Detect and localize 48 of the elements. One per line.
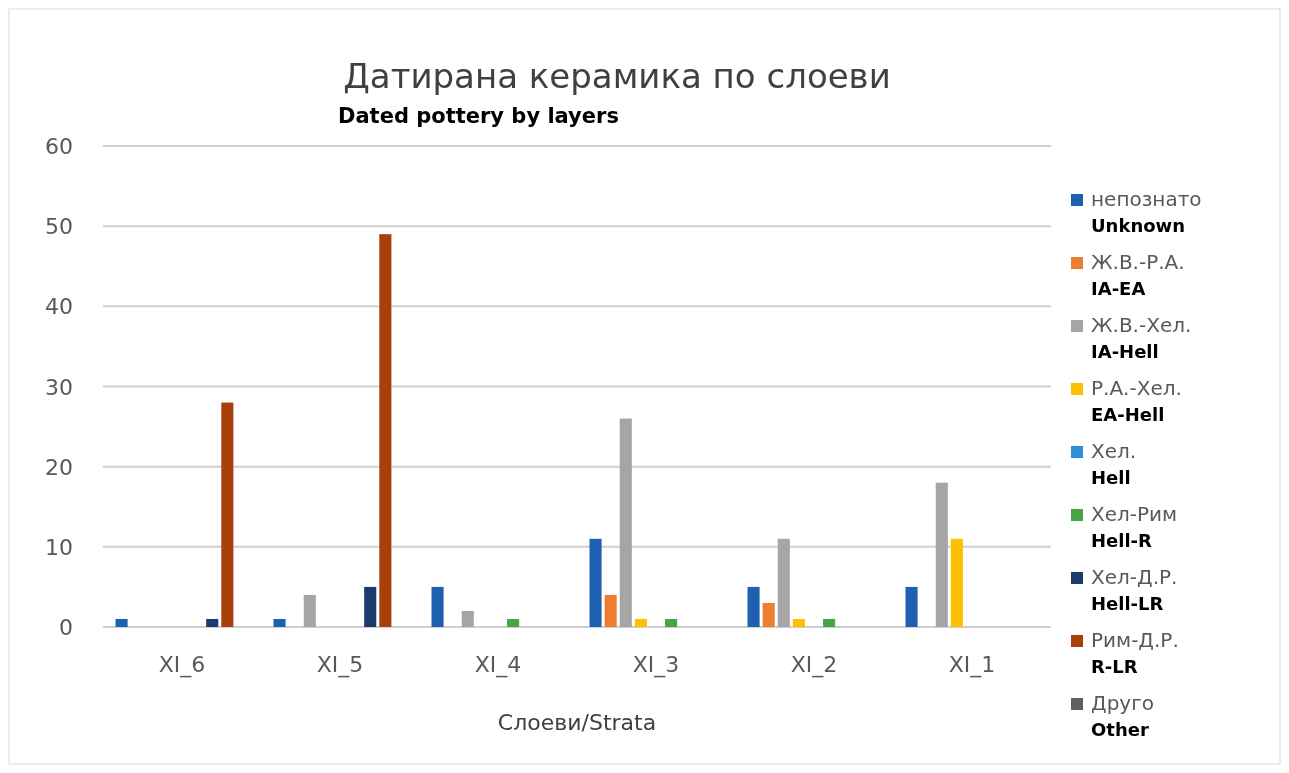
bar bbox=[206, 618, 219, 627]
x-tick-label: XI_6 bbox=[158, 652, 206, 678]
bar bbox=[792, 618, 805, 627]
bar bbox=[221, 402, 234, 627]
x-tick-label: XI_5 bbox=[316, 652, 364, 678]
legend-label: Ж.В.-Хел. IA-Hell bbox=[1091, 313, 1192, 362]
bar bbox=[619, 418, 632, 627]
bar bbox=[507, 618, 520, 627]
legend-label: Ж.В.-Р.А. IA-EA bbox=[1091, 250, 1185, 299]
y-tick-label: 20 bbox=[45, 454, 73, 480]
x-tick-label: XI_1 bbox=[948, 652, 996, 678]
y-tick-label: 30 bbox=[45, 374, 73, 400]
bar bbox=[665, 618, 678, 627]
chart-title: Датирана керамика по слоеви bbox=[343, 56, 891, 96]
x-tick-label: XI_3 bbox=[632, 652, 680, 678]
y-tick-label: 50 bbox=[45, 214, 73, 240]
bar bbox=[762, 602, 775, 627]
legend-label: Хел. Hell bbox=[1091, 439, 1137, 488]
x-tick-label: XI_4 bbox=[474, 652, 522, 678]
y-tick-label: 40 bbox=[45, 294, 73, 320]
bar bbox=[431, 586, 444, 627]
legend-label: Друго Other bbox=[1091, 691, 1154, 740]
x-axis-title: Слоеви/Strata bbox=[497, 710, 657, 735]
bar bbox=[823, 618, 836, 627]
bar bbox=[273, 618, 286, 627]
y-tick-label: 10 bbox=[45, 534, 73, 560]
bar bbox=[379, 234, 392, 627]
legend-label: Хел-Рим Hell-R bbox=[1091, 502, 1178, 551]
legend-label: Хел-Д.Р. Hell-LR bbox=[1091, 565, 1178, 614]
x-tick-label: XI_2 bbox=[790, 652, 838, 678]
bar bbox=[115, 618, 128, 627]
bar bbox=[950, 538, 963, 627]
bar bbox=[747, 586, 760, 627]
chart-subtitle: Dated pottery by layers bbox=[338, 104, 619, 128]
bar bbox=[364, 586, 377, 627]
legend-label: непознато Unknown bbox=[1091, 187, 1202, 236]
legend-label: Р.А.-Хел. EA-Hell bbox=[1091, 376, 1182, 425]
bar bbox=[589, 538, 602, 627]
bar bbox=[604, 594, 617, 627]
bar bbox=[777, 538, 790, 627]
bar bbox=[461, 610, 474, 627]
bar bbox=[634, 618, 647, 627]
bar bbox=[935, 482, 948, 627]
legend-label: Рим-Д.Р. R-LR bbox=[1091, 628, 1179, 677]
y-tick-label: 60 bbox=[45, 134, 73, 159]
bar bbox=[905, 586, 918, 627]
y-tick-label: 0 bbox=[59, 615, 73, 640]
bar bbox=[303, 594, 316, 627]
